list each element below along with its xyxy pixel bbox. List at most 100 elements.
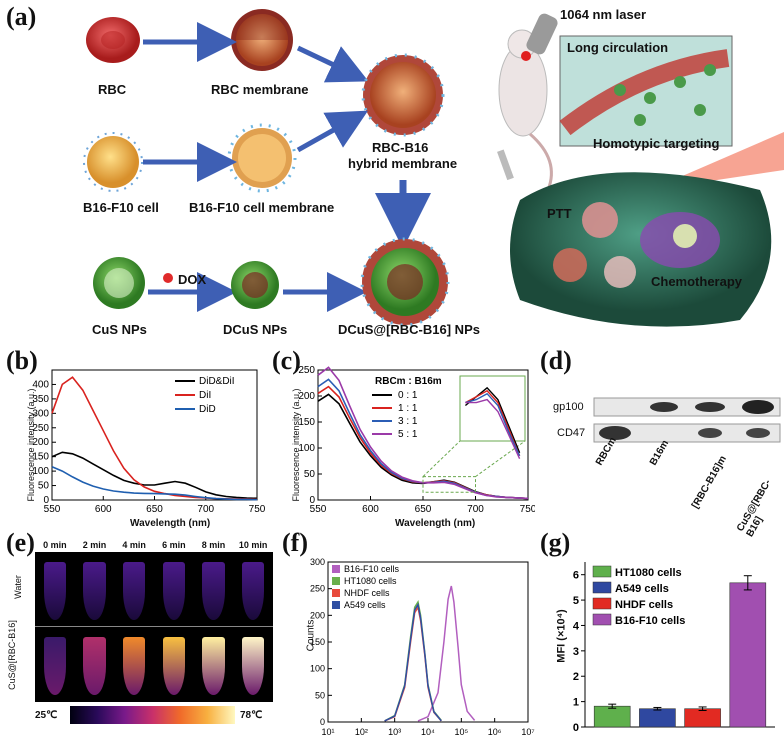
chart-g: 0 1 2 3 4 5 6 HT1080 cells A549 cells NHDF cells B… [573,562,775,734]
x-tick-label: 10¹ [321,727,334,737]
legend-swatch-0 [592,565,612,578]
x-tick-label: 700 [197,504,214,515]
x-tick-label: 10² [355,727,368,737]
legend-swatch-2 [332,589,340,597]
label-b16-membrane: B16-F10 cell membrane [189,200,335,215]
thermal-row-water: Water [12,575,23,599]
x-tick-label: 550 [44,504,61,515]
label-hybrid-2: hybrid membrane [348,156,458,171]
series-line-0 [417,585,476,722]
band-gp100-cus [742,400,774,414]
legend-swatch-3 [592,613,612,626]
legend-label-0: 0 : 1 [398,390,418,401]
y-tick-label: 1 [573,697,579,709]
panel-label-d: (d) [540,346,572,375]
y-tick-label: 0 [573,722,579,734]
tube-image [123,562,146,620]
cus-nps-image [93,257,145,309]
label-b16-cell: B16-F10 cell [83,200,159,215]
tube-image [83,562,106,620]
label-rbc: RBC [98,82,127,97]
y-tick-label: 300 [32,408,49,419]
panel-label-a: (a) [6,2,37,31]
inset-frame [459,375,526,442]
y-tick-label: 100 [32,466,49,477]
label-chemo: Chemotherapy [651,274,743,289]
y-tick-label: 150 [298,417,315,428]
legend-swatch-1 [592,581,612,594]
chart-f: 10¹ 10² 10³ 10⁴ 10⁵ 10⁶ 10⁷ 0 50 100 150 200 250 300 B… [310,557,535,737]
tumor-cell-image [510,172,772,327]
x-tick-label: 10⁵ [454,727,468,737]
blot-row-gp100: gp100 [553,401,584,413]
dox-dot-icon [163,273,173,283]
x-tick-label: 10⁴ [421,727,435,737]
x-tick-label: 650 [146,504,163,515]
legend-swatch-1 [332,577,340,585]
bar-0 [593,705,631,728]
x-tick-label: 10⁶ [488,727,502,737]
legend-label-1: DiI [199,390,211,401]
legend-label-1: HT1080 cells [344,576,397,586]
chart-b-xlabel: Wavelength (nm) [130,518,211,529]
legend-label-0: DiD&DiI [199,376,235,387]
time-label: 0 min [43,540,67,550]
y-tick-label: 150 [32,452,49,463]
x-tick-label: 10³ [388,727,401,737]
thermal-time-labels: 0 min 2 min 4 min 6 min 8 min 10 min [35,540,273,552]
x-tick-label: 10⁷ [521,727,534,737]
y-tick-label: 250 [32,423,49,434]
tube-image [202,562,225,620]
laser-device-icon [521,13,558,61]
label-long-circulation: Long circulation [567,40,669,55]
bar-3 [729,582,767,728]
legend-label-3: A549 cells [344,600,386,610]
y-tick-label: 400 [32,379,49,390]
x-tick-label: 600 [95,504,112,515]
y-tick-label: 0 [320,717,325,727]
legend-swatch-2 [592,597,612,610]
inset-series-3 [465,398,521,459]
label-rbc-membrane: RBC membrane [211,82,309,97]
chart-c-xlabel: Wavelength (nm) [395,518,476,529]
western-blot [593,397,781,443]
y-tick-label: 5 [573,595,579,607]
legend-label-0: B16-F10 cells [344,564,400,574]
band-cd47-cus [746,428,770,438]
label-ptt: PTT [547,206,572,221]
y-tick-label: 200 [310,610,325,620]
panel-label-f: (f) [282,528,308,557]
band-gp100-hybrid [695,402,725,412]
legend-label-3: 5 : 1 [398,429,418,440]
x-tick-label: 700 [467,504,484,515]
y-tick-label: 50 [315,690,325,700]
series-line-3 [317,366,529,500]
chart-g-ylabel: MFI (×10⁴) [555,609,568,663]
tube-image [242,637,265,695]
y-tick-label: 4 [573,620,580,632]
dcus-hybrid-image [360,237,450,327]
y-tick-label: 300 [310,557,325,567]
y-tick-label: 200 [298,391,315,402]
chart-b: 550 600 650 700 750 0 50 100 150 200 250 300 350 400 D… [32,369,266,515]
colorbar-max-label: 78℃ [240,710,263,721]
label-cus: CuS NPs [92,322,147,337]
time-label: 4 min [122,540,146,550]
legend-swatch-3 [332,601,340,609]
legend-title: RBCm : B16m [375,376,442,387]
legend-label-1: 1 : 1 [398,403,418,414]
x-tick-label: 750 [249,504,266,515]
label-dox: DOX [178,272,207,287]
y-tick-label: 50 [304,469,316,480]
syringe-icon [497,149,514,181]
series-line-2 [51,466,258,501]
tube-image [162,562,185,620]
y-tick-label: 6 [573,570,579,582]
y-tick-label: 50 [38,481,50,492]
label-dcus-hybrid: DCuS@[RBC-B16] NPs [338,322,480,337]
band-gp100-b16m [650,402,678,412]
legend-label-0: HT1080 cells [615,567,682,579]
time-label: 8 min [201,540,226,550]
panel-label-b: (b) [6,346,38,375]
b16-cell-image [83,132,143,192]
